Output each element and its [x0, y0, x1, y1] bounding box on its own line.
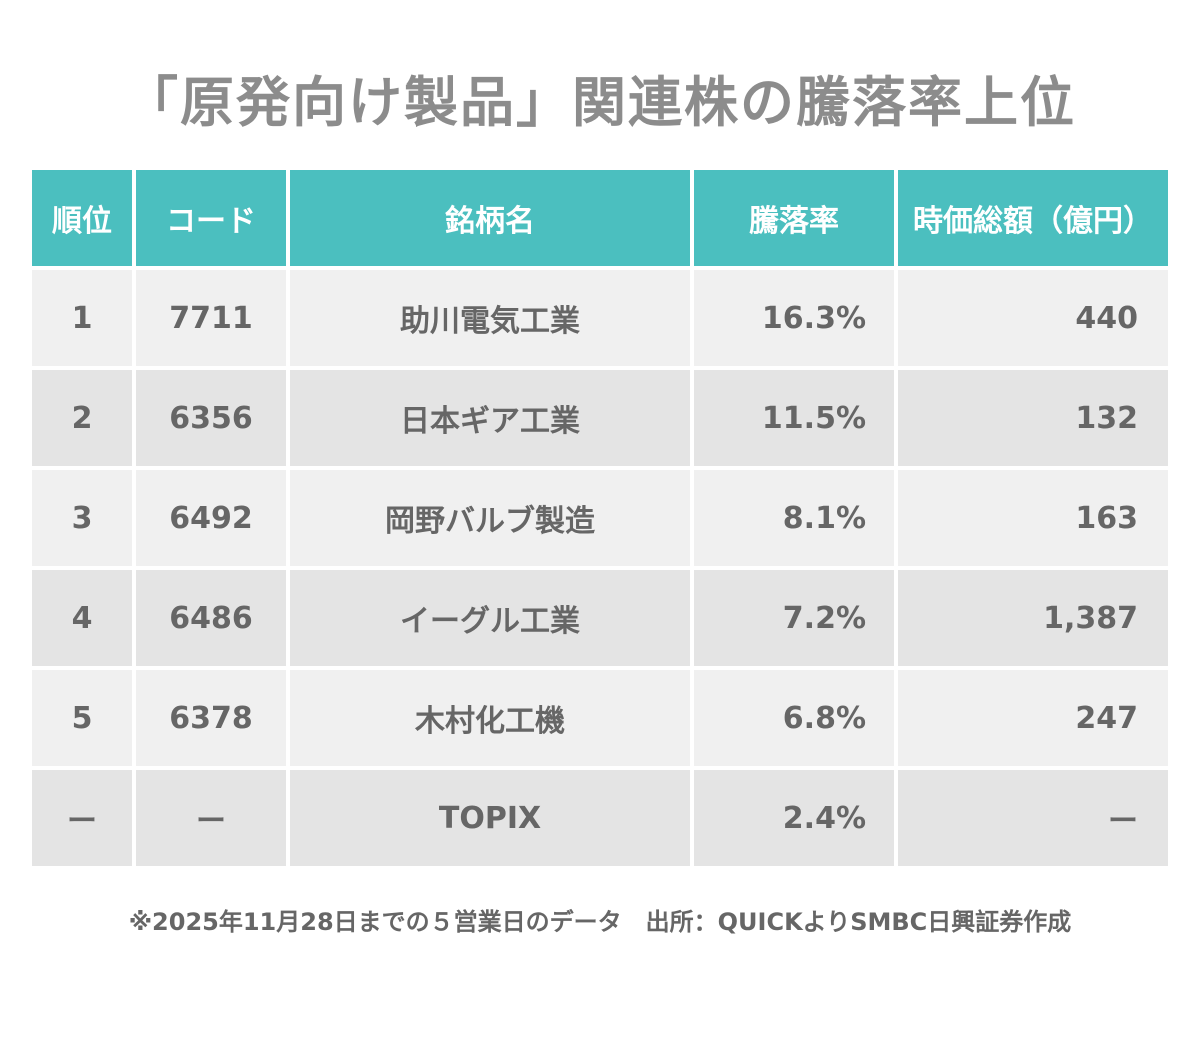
- name-cell: 木村化工機: [290, 670, 690, 766]
- code-cell: 6492: [136, 470, 286, 566]
- rate-cell: 11.5%: [694, 370, 894, 466]
- code-cell: 7711: [136, 270, 286, 366]
- header-rank: 順位: [32, 170, 132, 266]
- code-cell: ー: [136, 770, 286, 866]
- table-row: 1 7711 助川電気工業 16.3% 440: [32, 270, 1168, 366]
- table-row-benchmark: ー ー TOPIX 2.4% ー: [32, 770, 1168, 866]
- source-note: ※2025年11月28日までの５営業日のデータ 出所：QUICKよりSMBC日興…: [128, 908, 1072, 936]
- name-cell: イーグル工業: [290, 570, 690, 666]
- name-cell: 助川電気工業: [290, 270, 690, 366]
- rate-cell: 7.2%: [694, 570, 894, 666]
- header-name: 銘柄名: [290, 170, 690, 266]
- code-cell: 6378: [136, 670, 286, 766]
- table-header-row: 順位 コード 銘柄名 騰落率 時価総額（億円）: [32, 170, 1168, 266]
- rank-cell: 2: [32, 370, 132, 466]
- rate-cell: 16.3%: [694, 270, 894, 366]
- rank-cell: 3: [32, 470, 132, 566]
- name-cell: 岡野バルブ製造: [290, 470, 690, 566]
- market-cap-cell: 247: [898, 670, 1168, 766]
- table-row: 4 6486 イーグル工業 7.2% 1,387: [32, 570, 1168, 666]
- name-cell: TOPIX: [290, 770, 690, 866]
- rank-cell: 5: [32, 670, 132, 766]
- header-code: コード: [136, 170, 286, 266]
- market-cap-cell: 132: [898, 370, 1168, 466]
- code-cell: 6486: [136, 570, 286, 666]
- table-row: 3 6492 岡野バルブ製造 8.1% 163: [32, 470, 1168, 566]
- rank-cell: 4: [32, 570, 132, 666]
- header-rate: 騰落率: [694, 170, 894, 266]
- market-cap-cell: 1,387: [898, 570, 1168, 666]
- market-cap-cell: ー: [898, 770, 1168, 866]
- market-cap-cell: 163: [898, 470, 1168, 566]
- chart-title: 「原発向け製品」関連株の騰落率上位: [124, 71, 1076, 134]
- rate-cell: 6.8%: [694, 670, 894, 766]
- table-row: 5 6378 木村化工機 6.8% 247: [32, 670, 1168, 766]
- name-cell: 日本ギア工業: [290, 370, 690, 466]
- code-cell: 6356: [136, 370, 286, 466]
- rank-cell: ー: [32, 770, 132, 866]
- rate-cell: 8.1%: [694, 470, 894, 566]
- header-market-cap: 時価総額（億円）: [898, 170, 1168, 266]
- rate-cell: 2.4%: [694, 770, 894, 866]
- rank-cell: 1: [32, 270, 132, 366]
- market-cap-cell: 440: [898, 270, 1168, 366]
- ranking-table: 順位 コード 銘柄名 騰落率 時価総額（億円） 1 7711 助川電気工業 16…: [32, 170, 1168, 870]
- table-row: 2 6356 日本ギア工業 11.5% 132: [32, 370, 1168, 466]
